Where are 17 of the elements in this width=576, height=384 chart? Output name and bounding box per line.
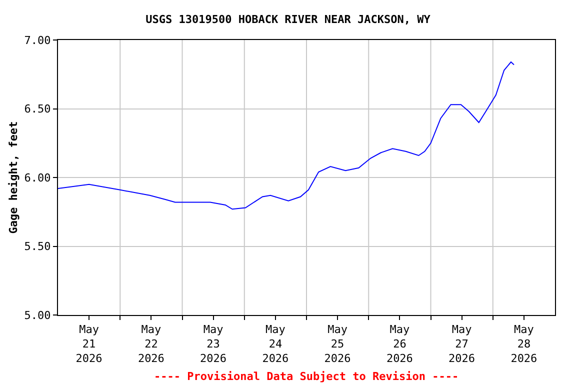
chart-title: USGS 13019500 HOBACK RIVER NEAR JACKSON, WY (146, 13, 431, 26)
text: ---- Provisional Data Subject to Revision ---- (154, 370, 459, 383)
y-axis-title: Gage height, feet (6, 121, 20, 234)
line-series (58, 62, 515, 210)
x-tick-label: May 26 2026 (386, 323, 413, 365)
x-tick-label: May 22 2026 (138, 323, 164, 365)
x-tick-label: May 25 2026 (324, 323, 351, 365)
y-tick-label: 5.50 (24, 240, 51, 254)
x-tick-label: May 23 2026 (200, 323, 227, 365)
y-tick-label: 6.50 (24, 102, 51, 116)
y-tick-label: 6.00 (24, 171, 51, 184)
x-tick-label: May 24 2026 (262, 323, 289, 365)
y-tick-label: 7.00 (24, 34, 51, 47)
x-tick-label: May 21 2026 (76, 323, 102, 365)
x-tick-label: May 28 2026 (510, 323, 538, 365)
y-tick-label: 5.00 (24, 308, 51, 322)
x-tick-label: May 27 2026 (448, 323, 476, 365)
